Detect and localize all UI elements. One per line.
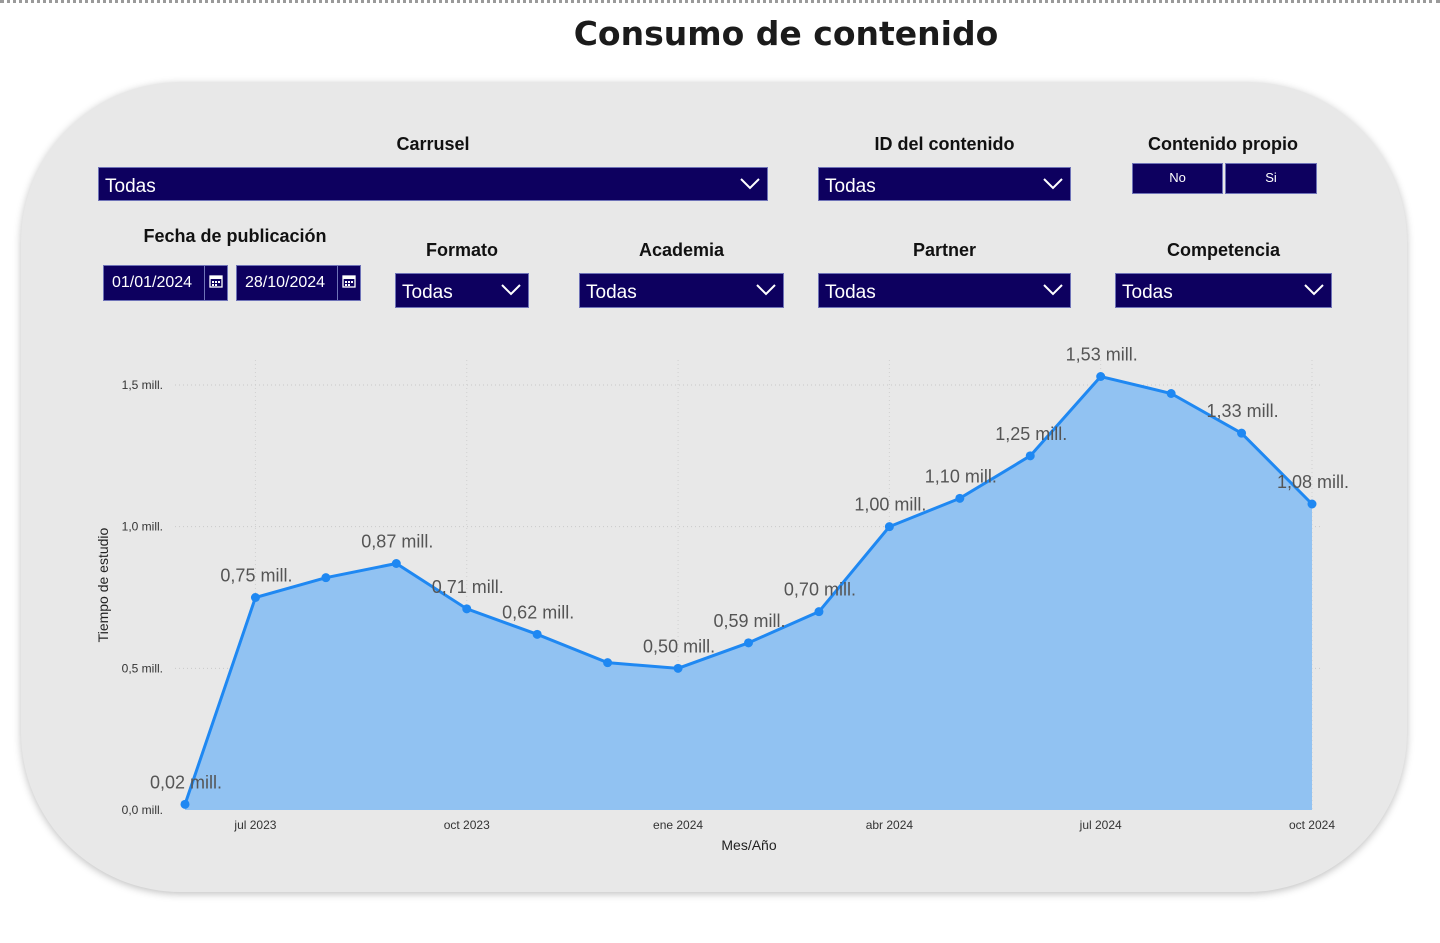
data-point [391, 559, 401, 568]
y-tick-label: 1,5 mill. [122, 378, 163, 392]
x-tick-label: jul 2023 [233, 818, 276, 832]
chevron-down-icon [740, 178, 760, 190]
competencia-dropdown[interactable]: Todas [1115, 273, 1332, 308]
data-label: 1,33 mill. [1207, 401, 1279, 421]
academia-dropdown[interactable]: Todas [579, 273, 784, 308]
data-point [673, 663, 683, 673]
competencia-value: Todas [1122, 282, 1173, 303]
data-point [250, 593, 260, 602]
data-label: 0,75 mill. [220, 566, 292, 586]
fecha-fin-value: 28/10/2024 [245, 274, 326, 291]
chevron-down-icon [1043, 284, 1063, 296]
top-dotted-border [0, 0, 1440, 3]
competencia-label: Competencia [1166, 240, 1281, 260]
carrusel-value: Todas [105, 176, 156, 197]
chevron-down-icon [1043, 178, 1063, 190]
fecha-publicacion-label: Fecha de publicación [143, 226, 327, 246]
data-point [321, 573, 331, 583]
data-label: 1,53 mill. [1066, 345, 1138, 365]
formato-dropdown[interactable]: Todas [395, 273, 529, 308]
contenido-propio-si-button[interactable]: Si [1225, 163, 1317, 194]
fecha-inicio-input[interactable]: 01/01/2024 [103, 265, 228, 301]
y-axis-title: Tiempo de estudio [95, 527, 111, 642]
academia-label: Academia [638, 240, 725, 260]
data-point [1166, 389, 1176, 398]
id-contenido-value: Todas [825, 176, 876, 197]
chevron-down-icon [1304, 284, 1324, 296]
chevron-down-icon [756, 284, 776, 296]
academia-value: Todas [586, 282, 637, 303]
data-point [1096, 372, 1106, 381]
data-point [603, 658, 613, 668]
data-label: 0,70 mill. [784, 580, 856, 600]
date-separator [337, 266, 338, 300]
data-point [180, 799, 190, 809]
data-label: 0,59 mill. [713, 611, 785, 631]
data-point [1307, 499, 1317, 509]
carrusel-dropdown[interactable]: Todas [98, 167, 768, 201]
data-point [462, 604, 472, 614]
data-label: 0,87 mill. [361, 532, 433, 552]
y-tick-label: 0,5 mill. [122, 661, 163, 675]
date-separator [204, 266, 205, 300]
contenido-propio-no-button[interactable]: No [1132, 163, 1223, 194]
id-contenido-label: ID del contenido [874, 134, 1015, 154]
area-fill [185, 376, 1312, 810]
data-label: 0,50 mill. [643, 636, 715, 656]
x-tick-label: oct 2023 [444, 818, 490, 832]
x-tick-label: jul 2024 [1079, 818, 1122, 832]
data-point [532, 629, 542, 639]
partner-label: Partner [912, 240, 977, 260]
calendar-icon[interactable] [342, 274, 356, 288]
data-label: 0,62 mill. [502, 602, 574, 622]
data-point [1025, 451, 1035, 461]
data-point [1237, 428, 1247, 438]
partner-dropdown[interactable]: Todas [818, 273, 1071, 308]
data-label: 0,71 mill. [432, 577, 504, 597]
contenido-propio-label: Contenido propio [1148, 134, 1298, 154]
y-tick-label: 1,0 mill. [122, 520, 163, 534]
data-label: 0,02 mill. [150, 772, 222, 792]
x-axis-title: Mes/Año [721, 837, 776, 853]
data-point [744, 638, 753, 648]
fecha-fin-input[interactable]: 28/10/2024 [236, 265, 361, 301]
formato-value: Todas [402, 282, 453, 303]
x-tick-label: abr 2024 [866, 818, 914, 832]
data-label: 1,08 mill. [1277, 472, 1349, 492]
fecha-inicio-value: 01/01/2024 [112, 274, 193, 291]
data-label: 1,00 mill. [854, 495, 926, 515]
id-contenido-dropdown[interactable]: Todas [818, 167, 1071, 201]
data-label: 1,25 mill. [995, 424, 1067, 444]
x-tick-label: ene 2024 [653, 818, 703, 832]
partner-value: Todas [825, 282, 876, 303]
carrusel-label: Carrusel [396, 134, 470, 154]
chevron-down-icon [501, 284, 521, 296]
x-tick-label: oct 2024 [1289, 818, 1335, 832]
calendar-icon[interactable] [209, 274, 223, 288]
y-tick-label: 0,0 mill. [122, 803, 163, 817]
page-title: Consumo de contenido [573, 14, 999, 53]
data-point [814, 607, 824, 617]
formato-label: Formato [426, 240, 498, 260]
data-point [955, 493, 965, 503]
data-point [884, 522, 894, 532]
data-label: 1,10 mill. [925, 466, 997, 486]
